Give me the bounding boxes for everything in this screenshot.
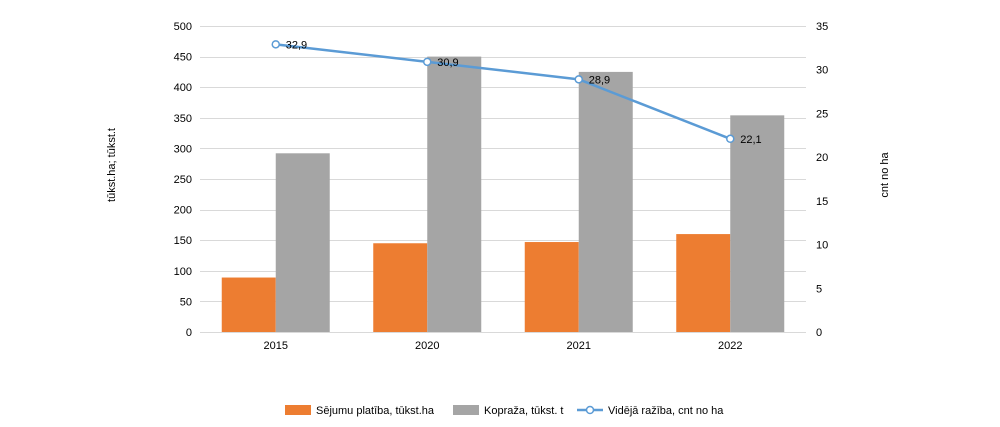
y-tick-label: 0	[186, 327, 192, 339]
bar	[427, 56, 482, 332]
bar	[676, 234, 731, 332]
x-axis: 2015 2020 2021 2022	[264, 340, 743, 352]
legend-label: Vidējā ražība, cnt no ha	[608, 405, 724, 417]
legend-item: Vidējā ražība, cnt no ha	[577, 405, 724, 417]
line-point	[423, 57, 432, 67]
y2-tick-label: 5	[816, 283, 822, 295]
y2-tick-label: 20	[816, 152, 828, 164]
bar	[730, 115, 785, 333]
line-point	[726, 134, 735, 144]
y-tick-label: 450	[174, 52, 192, 64]
y-axis-title: tūkst.ha; tūkst.t	[106, 128, 118, 202]
y2-tick-label: 10	[816, 240, 828, 252]
bar	[524, 242, 579, 332]
x-tick-label: 2022	[718, 340, 742, 352]
x-tick-label: 2020	[415, 340, 439, 352]
legend-label: Kopraža, tūkst. t	[484, 405, 563, 417]
y-tick-label: 250	[174, 174, 192, 186]
bars	[221, 56, 785, 333]
y-tick-label: 50	[180, 296, 192, 308]
bar	[275, 153, 330, 332]
y-tick-label: 350	[174, 113, 192, 125]
x-tick-label: 2015	[264, 340, 288, 352]
y2-tick-label: 35	[816, 21, 828, 33]
legend-marker	[585, 405, 595, 415]
y2-tick-label: 30	[816, 65, 828, 77]
series-line	[275, 43, 731, 140]
legend-item: Sējumu platība, tūkst.ha	[285, 405, 435, 417]
y-axis-right: 0 5 10 15 20 25 30 35	[816, 21, 828, 339]
bar	[221, 277, 276, 332]
data-label: 32,9	[286, 39, 307, 51]
y2-tick-label: 0	[816, 327, 822, 339]
bar	[373, 243, 428, 332]
line-series: 32,9 30,9 28,9 22,1	[271, 39, 762, 146]
line-point	[574, 75, 583, 84]
line-point	[271, 40, 280, 49]
legend-swatch	[453, 405, 479, 415]
bar	[578, 71, 633, 333]
legend: Sējumu platība, tūkst.ha Kopraža, tūkst. …	[285, 405, 724, 417]
y-tick-label: 200	[174, 205, 192, 217]
y2-axis-title: cnt no ha	[879, 151, 891, 197]
y-tick-label: 300	[174, 143, 192, 155]
y-axis-left: 0 50 100 150 200 250 300 350 400 450 500	[174, 21, 192, 339]
y-tick-label: 400	[174, 82, 192, 94]
y2-tick-label: 15	[816, 196, 828, 208]
legend-label: Sējumu platība, tūkst.ha	[316, 405, 435, 417]
data-label: 28,9	[589, 74, 610, 86]
data-label: 22,1	[740, 134, 761, 146]
y2-tick-label: 25	[816, 108, 828, 120]
legend-swatch	[285, 405, 311, 415]
y-tick-label: 100	[174, 266, 192, 278]
legend-item: Kopraža, tūkst. t	[453, 405, 563, 417]
x-tick-label: 2021	[567, 340, 591, 352]
y-tick-label: 500	[174, 21, 192, 33]
y-tick-label: 150	[174, 235, 192, 247]
data-label: 30,9	[437, 57, 458, 69]
